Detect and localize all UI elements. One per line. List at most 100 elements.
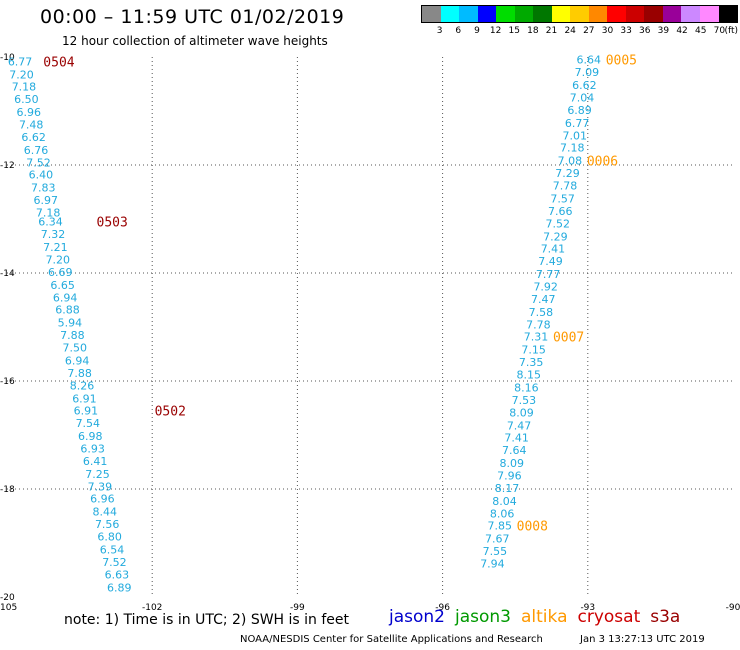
altika-wave-height-label: 7.57 — [550, 192, 575, 205]
altika-wave-height-label: 8.04 — [492, 495, 517, 508]
s3a-wave-height-label: 6.34 — [38, 216, 63, 229]
s3a-wave-height-label: 7.52 — [102, 556, 127, 569]
s3a-wave-height-label: 7.48 — [19, 119, 44, 132]
s3a-wave-height-label: 6.89 — [107, 581, 132, 594]
s3a-wave-height-label: 7.52 — [26, 156, 51, 169]
altika-wave-height-label: 8.06 — [490, 507, 515, 520]
altika-wave-height-label: 7.29 — [543, 230, 568, 243]
s3a-time-label: 0502 — [155, 405, 186, 420]
altika-wave-height-label: 7.08 — [558, 155, 583, 168]
credit-line: NOAA/NESDIS Center for Satellite Applica… — [240, 634, 543, 645]
s3a-wave-height-label: 6.76 — [24, 144, 49, 157]
altika-wave-height-label: 6.64 — [577, 54, 602, 67]
altika-wave-height-label: 8.09 — [500, 457, 525, 470]
s3a-wave-height-label: 6.98 — [78, 430, 103, 443]
color-scale-swatch — [625, 6, 645, 22]
altika-wave-height-label: 7.35 — [519, 356, 544, 369]
altika-wave-height-label: 7.55 — [483, 545, 508, 558]
s3a-wave-height-label: 7.20 — [9, 68, 34, 81]
altika-wave-height-label: 7.47 — [507, 419, 532, 432]
legend-item-jason3: jason3 — [455, 607, 511, 627]
generated-timestamp: Jan 3 13:27:13 UTC 2019 — [580, 634, 705, 645]
y-tick-label: -16 — [0, 377, 15, 387]
y-tick-label: -10 — [0, 53, 15, 63]
altika-wave-height-label: 6.89 — [567, 104, 592, 117]
color-scale-tick-label: 18 — [527, 26, 539, 36]
footnote: note: 1) Time is in UTC; 2) SWH is in fe… — [64, 612, 350, 628]
color-scale-swatches — [421, 5, 738, 23]
altika-wave-height-label: 7.78 — [526, 318, 551, 331]
color-scale-swatch — [422, 6, 441, 22]
altika-wave-height-label: 7.66 — [548, 205, 573, 218]
s3a-wave-height-label: 7.18 — [36, 207, 61, 220]
altika-wave-height-label: 7.29 — [555, 167, 580, 180]
legend-item-s3a: s3a — [650, 607, 681, 627]
altika-time-label: 0007 — [553, 331, 584, 346]
s3a-wave-height-label: 7.18 — [12, 81, 37, 94]
x-tick-label: -93 — [580, 603, 595, 613]
color-scale-tick-label: 70 — [713, 26, 726, 36]
color-scale-swatch — [551, 6, 571, 22]
color-scale-swatch — [533, 6, 552, 22]
s3a-wave-height-label: 7.50 — [63, 342, 88, 355]
color-scale-swatch — [681, 6, 700, 22]
s3a-wave-height-label: 7.54 — [76, 417, 101, 430]
s3a-wave-height-label: 6.97 — [33, 194, 58, 207]
color-scale-tick-label: 24 — [564, 26, 576, 36]
s3a-wave-height-label: 6.40 — [29, 169, 54, 182]
color-scale-tick-label: 30 — [601, 26, 614, 36]
s3a-wave-height-label: 6.77 — [8, 55, 33, 68]
altika-wave-height-label: 7.52 — [546, 217, 571, 230]
color-scale-swatch — [570, 6, 589, 22]
altika-wave-height-label: 7.53 — [512, 394, 537, 407]
altika-wave-height-label: 7.09 — [575, 66, 600, 79]
altika-wave-height-label: 7.78 — [553, 180, 578, 193]
satellite-legend: jason2 jason3 altika cryosat s3a — [389, 607, 690, 627]
color-scale-swatch — [440, 6, 460, 22]
s3a-wave-height-label: 6.69 — [48, 266, 73, 279]
s3a-wave-height-label: 7.88 — [60, 329, 85, 342]
s3a-wave-height-label: 7.25 — [85, 468, 110, 481]
s3a-wave-height-label: 6.91 — [72, 392, 97, 405]
s3a-wave-height-label: 6.96 — [90, 493, 115, 506]
y-tick-label: -12 — [0, 161, 15, 171]
color-scale-swatch — [718, 6, 738, 22]
s3a-wave-height-label: 6.62 — [21, 131, 46, 144]
altika-wave-height-label: 7.85 — [487, 520, 512, 533]
color-scale-tick-label: 12 — [489, 26, 502, 36]
color-scale-swatch — [496, 6, 515, 22]
s3a-wave-height-label: 6.96 — [17, 106, 42, 119]
x-tick-label: -99 — [290, 603, 305, 613]
y-tick-label: -18 — [0, 485, 15, 495]
x-tick-label: -105 — [0, 603, 17, 613]
color-scale-swatch — [459, 6, 478, 22]
color-scale-tick-label: 36 — [639, 26, 651, 36]
altika-wave-height-label: 7.01 — [562, 129, 587, 142]
altika-wave-height-label: 7.41 — [541, 243, 566, 256]
legend-item-cryosat: cryosat — [577, 607, 641, 627]
chart-axes: -105 -102 -99 -96 -93 -90 -10 -12 -14 -16 -18 -20 — [0, 53, 740, 613]
color-scale-swatch — [514, 6, 534, 22]
color-scale-tick-label: 6 — [455, 26, 462, 36]
color-scale-tick-label: 27 — [583, 26, 595, 36]
color-scale: (ft) 3 6 9 12 15 18 21 24 27 30 33 36 39 42 45 70 — [421, 5, 738, 41]
s3a-wave-height-label: 7.20 — [46, 254, 71, 267]
s3a-time-label: 0504 — [43, 55, 74, 70]
altika-time-label: 0008 — [517, 520, 548, 535]
color-scale-swatch — [644, 6, 663, 22]
s3a-wave-height-label: 7.83 — [31, 182, 56, 195]
s3a-wave-height-label: 6.94 — [65, 354, 90, 367]
altika-wave-height-label: 7.77 — [536, 268, 561, 281]
s3a-wave-height-label: 6.93 — [80, 443, 105, 456]
color-scale-labels: (ft) 3 6 9 12 15 18 21 24 27 30 33 36 39 42 45 70 — [421, 23, 738, 39]
altika-wave-height-label: 8.17 — [495, 482, 520, 495]
altika-wave-height-label: 7.64 — [502, 444, 527, 457]
s3a-time-label: 0503 — [97, 216, 128, 231]
altika-wave-height-label: 7.92 — [533, 281, 558, 294]
color-scale-tick-label: 33 — [620, 26, 632, 36]
s3a-wave-height-label: 7.21 — [43, 241, 68, 254]
color-scale-unit: (ft) — [724, 26, 738, 36]
altika-wave-height-label: 6.62 — [572, 79, 597, 92]
altika-wave-height-label: 6.77 — [565, 117, 590, 130]
